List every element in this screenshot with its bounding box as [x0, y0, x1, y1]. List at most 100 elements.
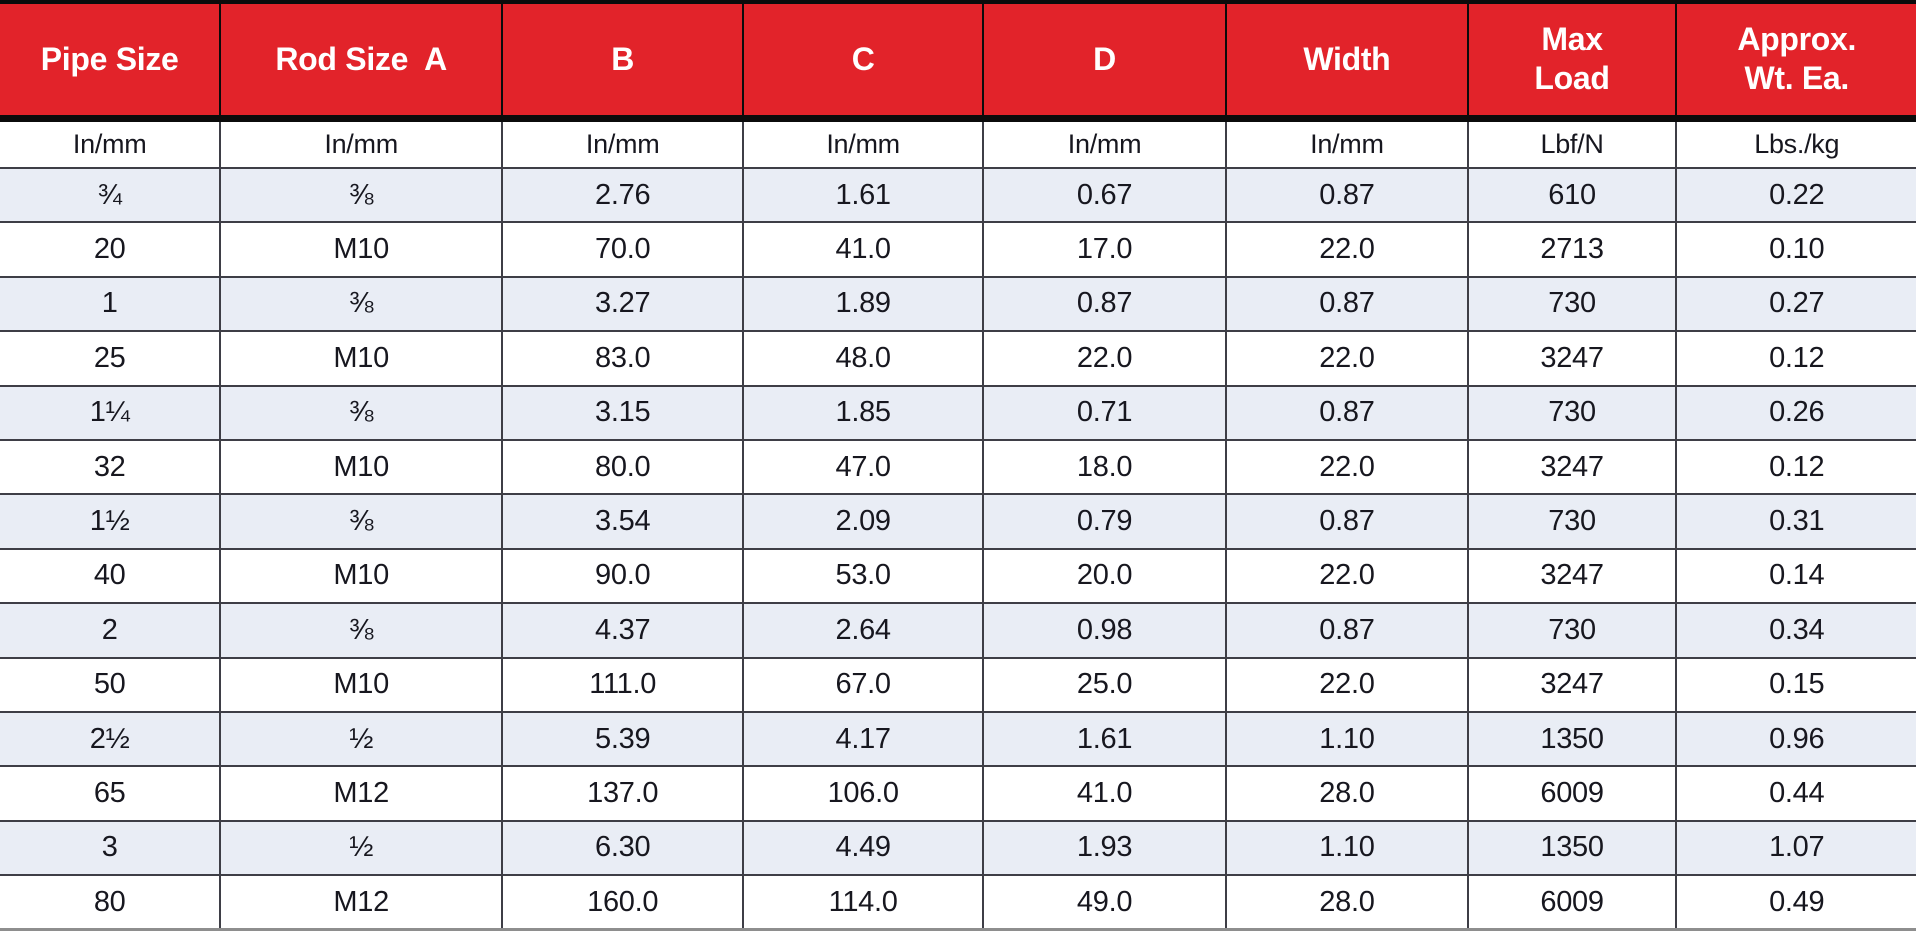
- table-cell: 2713: [1466, 221, 1678, 278]
- table-cell: 610: [1466, 166, 1678, 224]
- table-cell: 0.67: [981, 166, 1228, 224]
- table-cell: 0.31: [1675, 493, 1916, 550]
- table-cell: 25: [0, 330, 222, 387]
- unit-cell: In/mm: [219, 118, 503, 169]
- header-cell: Approx. Wt. Ea.: [1675, 2, 1916, 122]
- table-cell: 4.17: [742, 710, 984, 768]
- table-cell: 3247: [1466, 330, 1678, 387]
- table-cell: 0.96: [1675, 710, 1916, 768]
- table-cell: 0.71: [981, 384, 1228, 441]
- table-cell: M10: [219, 547, 503, 605]
- table-row: 3 ½ 6.30 4.49 1.93 1.10 1350 1.07: [0, 819, 1916, 877]
- table-cell: 22.0: [1225, 547, 1469, 605]
- table-cell: 18.0: [981, 438, 1228, 496]
- table-cell: 0.27: [1675, 275, 1916, 333]
- table-cell: 2: [0, 602, 222, 659]
- table-cell: M10: [219, 438, 503, 496]
- table-cell: 2½: [0, 710, 222, 768]
- header-cell: Max Load: [1466, 2, 1678, 122]
- table-cell: 0.12: [1675, 438, 1916, 496]
- table-cell: 160.0: [500, 874, 745, 930]
- table-cell: 2.64: [742, 602, 984, 659]
- table-cell: 1350: [1466, 710, 1678, 768]
- table-cell: ⅜: [219, 384, 503, 441]
- table-cell: 22.0: [1225, 221, 1469, 278]
- table-cell: 730: [1466, 384, 1678, 441]
- table-row: 1¼ ⅜ 3.15 1.85 0.71 0.87 730 0.26: [0, 384, 1916, 441]
- table-cell: 2.76: [500, 166, 745, 224]
- table-cell: 730: [1466, 602, 1678, 659]
- table-cell: 70.0: [500, 221, 745, 278]
- table-cell: 1350: [1466, 819, 1678, 877]
- table-cell: 22.0: [1225, 330, 1469, 387]
- table-row: 2 ⅜ 4.37 2.64 0.98 0.87 730 0.34: [0, 602, 1916, 659]
- unit-cell: In/mm: [0, 118, 222, 169]
- table-cell: ½: [219, 819, 503, 877]
- table-cell: 47.0: [742, 438, 984, 496]
- table-cell: 106.0: [742, 765, 984, 822]
- table-cell: 1½: [0, 493, 222, 550]
- table-row: 2½ ½ 5.39 4.17 1.61 1.10 1350 0.96: [0, 710, 1916, 768]
- table-cell: 32: [0, 438, 222, 496]
- table-cell: 1.07: [1675, 819, 1916, 877]
- table-cell: 67.0: [742, 656, 984, 713]
- unit-cell: Lbf/N: [1466, 118, 1678, 169]
- table-cell: 80.0: [500, 438, 745, 496]
- table-row: 50 M10 111.0 67.0 25.0 22.0 3247 0.15: [0, 656, 1916, 713]
- table-cell: 48.0: [742, 330, 984, 387]
- table-cell: 0.79: [981, 493, 1228, 550]
- table-row: 80 M12 160.0 114.0 49.0 28.0 6009 0.49: [0, 874, 1916, 930]
- table-cell: 40: [0, 547, 222, 605]
- header-cell: D: [981, 2, 1228, 122]
- unit-cell: In/mm: [1225, 118, 1469, 169]
- table-cell: 0.44: [1675, 765, 1916, 822]
- table-cell: 28.0: [1225, 874, 1469, 930]
- table-cell: 0.12: [1675, 330, 1916, 387]
- table-cell: 0.14: [1675, 547, 1916, 605]
- table-cell: 1.10: [1225, 710, 1469, 768]
- table-cell: 4.49: [742, 819, 984, 877]
- table-cell: 1.61: [742, 166, 984, 224]
- table-cell: 53.0: [742, 547, 984, 605]
- header-cell: C: [742, 2, 984, 122]
- header-cell: Width: [1225, 2, 1469, 122]
- table-cell: 1.10: [1225, 819, 1469, 877]
- unit-cell: In/mm: [742, 118, 984, 169]
- table-cell: 83.0: [500, 330, 745, 387]
- table-cell: ⅜: [219, 493, 503, 550]
- table-cell: 20.0: [981, 547, 1228, 605]
- table-cell: 0.87: [1225, 166, 1469, 224]
- table-cell: 5.39: [500, 710, 745, 768]
- table-cell: 137.0: [500, 765, 745, 822]
- table-cell: 730: [1466, 493, 1678, 550]
- unit-cell: Lbs./kg: [1675, 118, 1916, 169]
- table-cell: 41.0: [742, 221, 984, 278]
- table-cell: 3: [0, 819, 222, 877]
- table-cell: 4.37: [500, 602, 745, 659]
- header-cell: Rod Size A: [219, 2, 503, 122]
- unit-cell: In/mm: [500, 118, 745, 169]
- table-cell: 0.15: [1675, 656, 1916, 713]
- table-row: 20 M10 70.0 41.0 17.0 22.0 2713 0.10: [0, 221, 1916, 278]
- table-cell: 0.26: [1675, 384, 1916, 441]
- table-cell: 1.85: [742, 384, 984, 441]
- table-cell: 6.30: [500, 819, 745, 877]
- table-cell: 17.0: [981, 221, 1228, 278]
- table-cell: 3247: [1466, 438, 1678, 496]
- table-cell: 80: [0, 874, 222, 930]
- table-cell: 90.0: [500, 547, 745, 605]
- table-cell: 3247: [1466, 656, 1678, 713]
- table-cell: 1.61: [981, 710, 1228, 768]
- header-cell: B: [500, 2, 745, 122]
- unit-cell: In/mm: [981, 118, 1228, 169]
- header-cell: Pipe Size: [0, 2, 222, 122]
- table-cell: 0.87: [981, 275, 1228, 333]
- table-cell: 0.10: [1675, 221, 1916, 278]
- table-cell: 111.0: [500, 656, 745, 713]
- table-cell: M12: [219, 765, 503, 822]
- table-cell: 49.0: [981, 874, 1228, 930]
- table-cell: 0.49: [1675, 874, 1916, 930]
- table-cell: 3.27: [500, 275, 745, 333]
- table-cell: ⅜: [219, 275, 503, 333]
